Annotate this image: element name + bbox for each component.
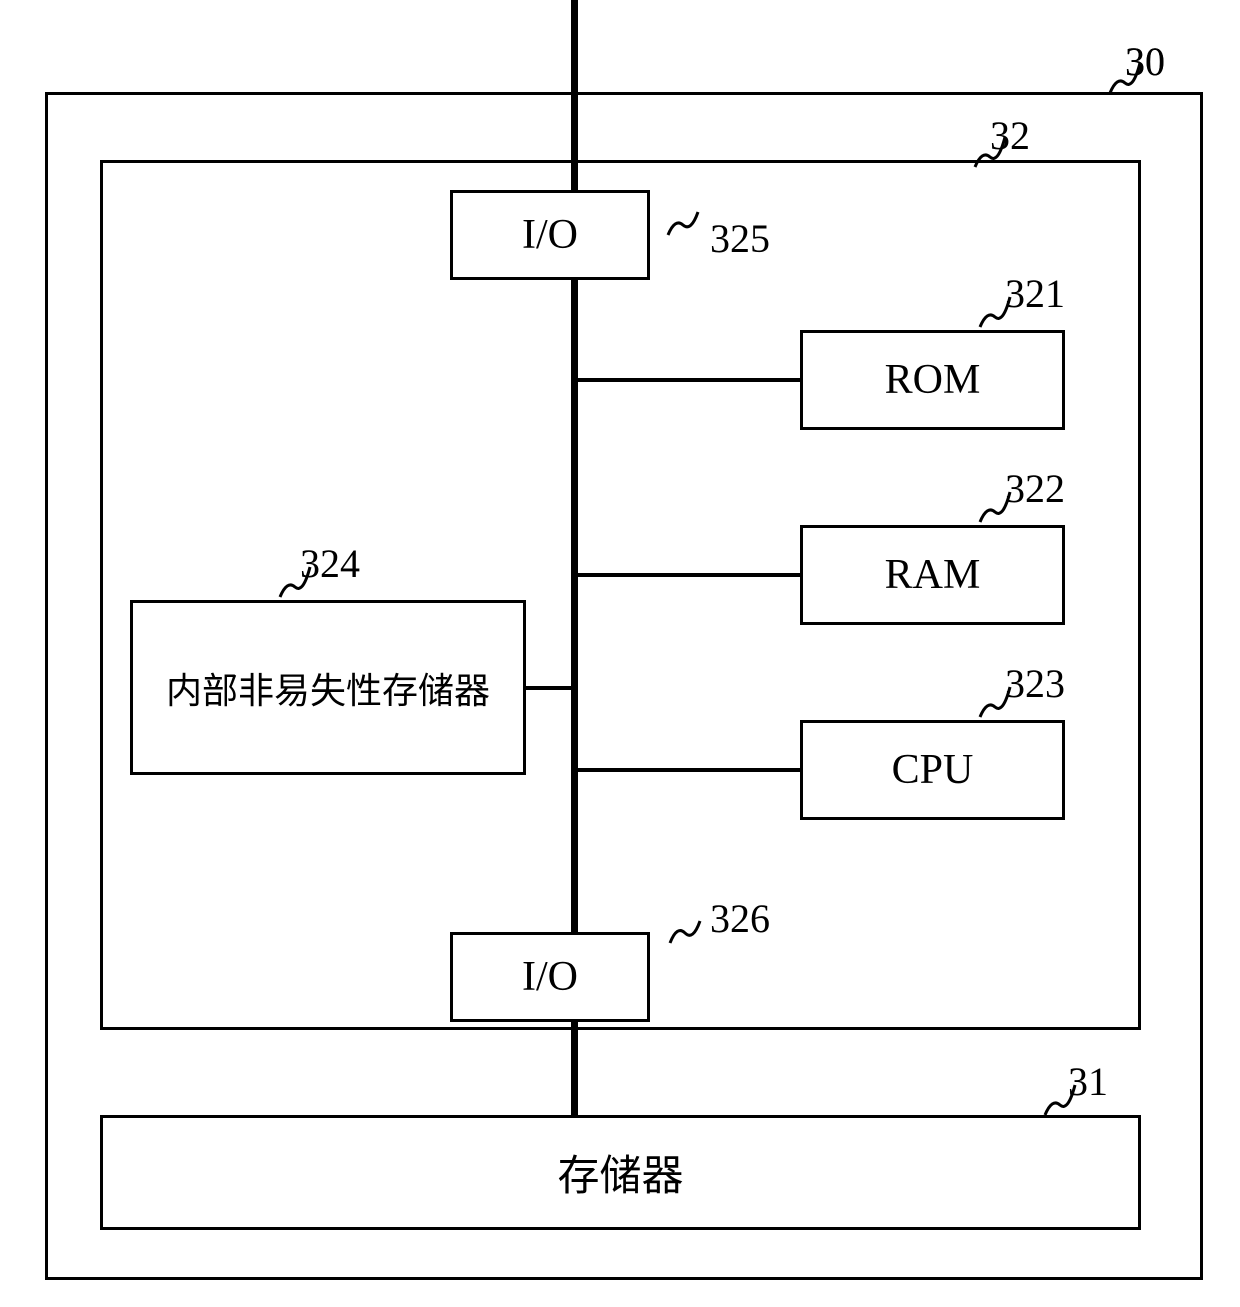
ref-curve-31 <box>1040 1080 1080 1120</box>
bus-h-cpu <box>575 768 800 772</box>
ref-curve-322 <box>975 487 1015 527</box>
ref-curve-325 <box>663 200 703 240</box>
block-storage: 存储器 <box>100 1115 1141 1230</box>
block-io-top-label: I/O <box>522 211 578 259</box>
block-io-bottom-label: I/O <box>522 953 578 1001</box>
bus-h-nvm <box>526 686 575 690</box>
ref-curve-326 <box>665 915 705 955</box>
ref-curve-321 <box>975 292 1015 332</box>
block-nvm-label: 内部非易失性存储器 <box>166 662 490 714</box>
block-nvm: 内部非易失性存储器 <box>130 600 526 775</box>
diagram-canvas: I/O I/O ROM RAM CPU 内部非易失性存储器 存储器 30 32 … <box>0 0 1240 1307</box>
ref-curve-30 <box>1105 58 1145 98</box>
bus-h-ram <box>575 573 800 577</box>
ref-label-326: 326 <box>710 895 770 942</box>
block-ram-label: RAM <box>885 551 981 599</box>
block-rom: ROM <box>800 330 1065 430</box>
block-io-bottom: I/O <box>450 932 650 1022</box>
ref-label-325: 325 <box>710 215 770 262</box>
bus-h-rom <box>575 378 800 382</box>
block-io-top: I/O <box>450 190 650 280</box>
block-cpu-label: CPU <box>892 746 974 794</box>
block-ram: RAM <box>800 525 1065 625</box>
ref-curve-323 <box>975 682 1015 722</box>
block-storage-label: 存储器 <box>557 1142 683 1203</box>
ref-curve-32 <box>970 132 1010 172</box>
block-rom-label: ROM <box>885 356 981 404</box>
ref-curve-324 <box>275 562 315 602</box>
block-cpu: CPU <box>800 720 1065 820</box>
